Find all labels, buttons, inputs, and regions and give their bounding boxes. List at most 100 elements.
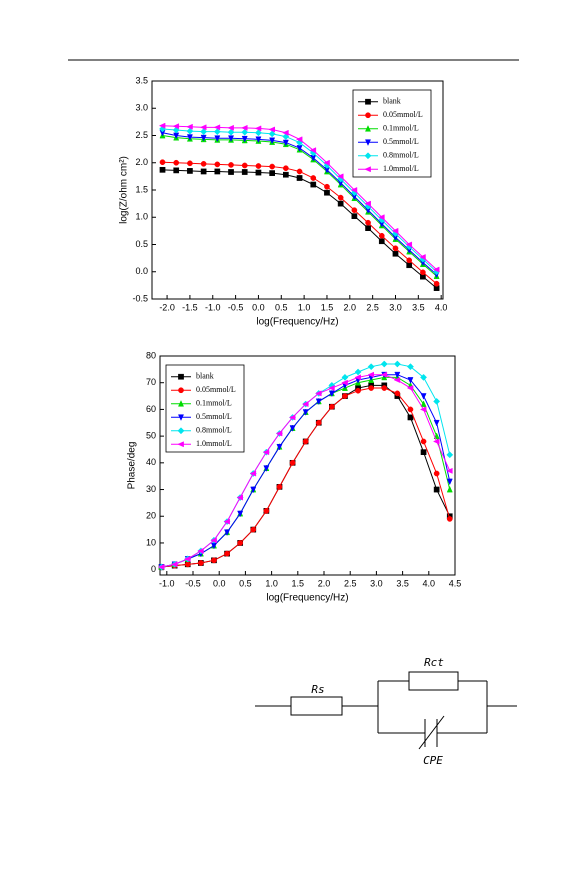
- marker: [433, 280, 440, 287]
- marker: [268, 130, 276, 138]
- marker: [178, 387, 184, 394]
- x-tick-label: -0.5: [228, 302, 244, 312]
- marker: [269, 163, 275, 170]
- marker: [420, 438, 427, 445]
- y-tick-label: 80: [146, 350, 156, 360]
- marker: [255, 136, 262, 144]
- marker: [407, 414, 414, 421]
- marker: [263, 465, 270, 472]
- marker: [351, 213, 358, 220]
- y-tick-label: 50: [146, 430, 156, 440]
- marker: [446, 478, 453, 486]
- marker: [433, 397, 441, 405]
- marker: [200, 128, 208, 136]
- marker: [309, 147, 317, 154]
- legend-label: blank: [196, 372, 214, 381]
- cpe-label: CPE: [423, 754, 443, 767]
- marker: [420, 269, 426, 276]
- marker: [241, 128, 249, 136]
- marker: [255, 169, 262, 176]
- marker: [380, 360, 388, 368]
- x-tick-label: 0.5: [239, 578, 252, 588]
- marker: [302, 409, 309, 416]
- x-tick-label: 3.5: [412, 302, 425, 312]
- marker: [275, 430, 283, 437]
- marker: [186, 127, 194, 135]
- marker: [241, 135, 248, 143]
- marker: [378, 232, 385, 239]
- x-tick-label: -2.0: [159, 302, 175, 312]
- marker: [393, 377, 401, 384]
- marker: [328, 390, 335, 398]
- marker: [237, 510, 244, 518]
- marker: [223, 518, 230, 525]
- marker: [254, 129, 262, 137]
- legend-label: 0.8mmol/L: [196, 426, 232, 435]
- marker: [227, 128, 235, 136]
- marker: [213, 124, 221, 131]
- marker: [288, 414, 296, 421]
- marker: [282, 129, 289, 136]
- marker: [282, 133, 290, 141]
- marker: [268, 126, 275, 133]
- rct-label: Rct: [424, 656, 444, 669]
- marker: [407, 406, 414, 413]
- marker: [187, 160, 193, 167]
- marker: [254, 125, 262, 132]
- x-tick-label: 2.5: [344, 578, 357, 588]
- marker: [323, 159, 330, 166]
- marker: [354, 374, 361, 381]
- marker: [157, 563, 165, 570]
- marker: [406, 257, 413, 264]
- y-tick-label: 20: [146, 511, 156, 521]
- marker: [393, 360, 401, 368]
- y-axis-title: Phase/deg: [127, 442, 138, 490]
- marker: [329, 403, 335, 410]
- x-tick-label: -0.5: [185, 578, 201, 588]
- x-tick-label: 1.0: [265, 578, 278, 588]
- marker: [289, 459, 296, 466]
- marker: [250, 486, 257, 494]
- marker: [214, 161, 221, 168]
- marker: [405, 241, 413, 248]
- marker: [170, 561, 178, 568]
- marker: [365, 112, 371, 119]
- marker: [420, 449, 427, 455]
- marker: [283, 171, 289, 178]
- legend-label: 0.05mmol/L: [383, 110, 423, 119]
- marker: [394, 390, 401, 397]
- y-tick-label: 0.0: [135, 266, 148, 276]
- x-tick-label: 3.5: [396, 578, 409, 588]
- marker: [255, 163, 262, 169]
- marker: [178, 414, 184, 421]
- marker: [178, 373, 184, 380]
- marker: [365, 219, 371, 226]
- marker: [407, 377, 414, 384]
- marker: [378, 214, 385, 221]
- marker: [315, 419, 322, 426]
- y-tick-label: 0.5: [135, 239, 148, 249]
- marker: [446, 467, 453, 474]
- x-tick-label: 2.0: [318, 578, 331, 588]
- marker: [236, 494, 244, 501]
- marker: [302, 438, 309, 445]
- marker: [228, 162, 234, 168]
- marker: [367, 371, 375, 378]
- x-tick-label: 1.5: [292, 578, 305, 588]
- x-tick-label: 0.5: [275, 302, 288, 312]
- y-axis-title: log(Z/ohm cm²): [119, 156, 130, 224]
- y-tick-label: 40: [146, 457, 156, 467]
- marker: [214, 168, 221, 175]
- marker: [184, 555, 191, 562]
- legend-label: 1.0mmol/L: [383, 164, 419, 173]
- y-tick-label: 3.0: [135, 103, 148, 113]
- marker: [296, 175, 303, 181]
- rs-label: Rs: [311, 683, 324, 696]
- marker: [446, 451, 454, 459]
- marker: [250, 526, 257, 533]
- y-tick-label: 1.5: [135, 184, 148, 194]
- marker: [173, 167, 180, 174]
- marker: [420, 393, 427, 400]
- marker: [365, 125, 371, 132]
